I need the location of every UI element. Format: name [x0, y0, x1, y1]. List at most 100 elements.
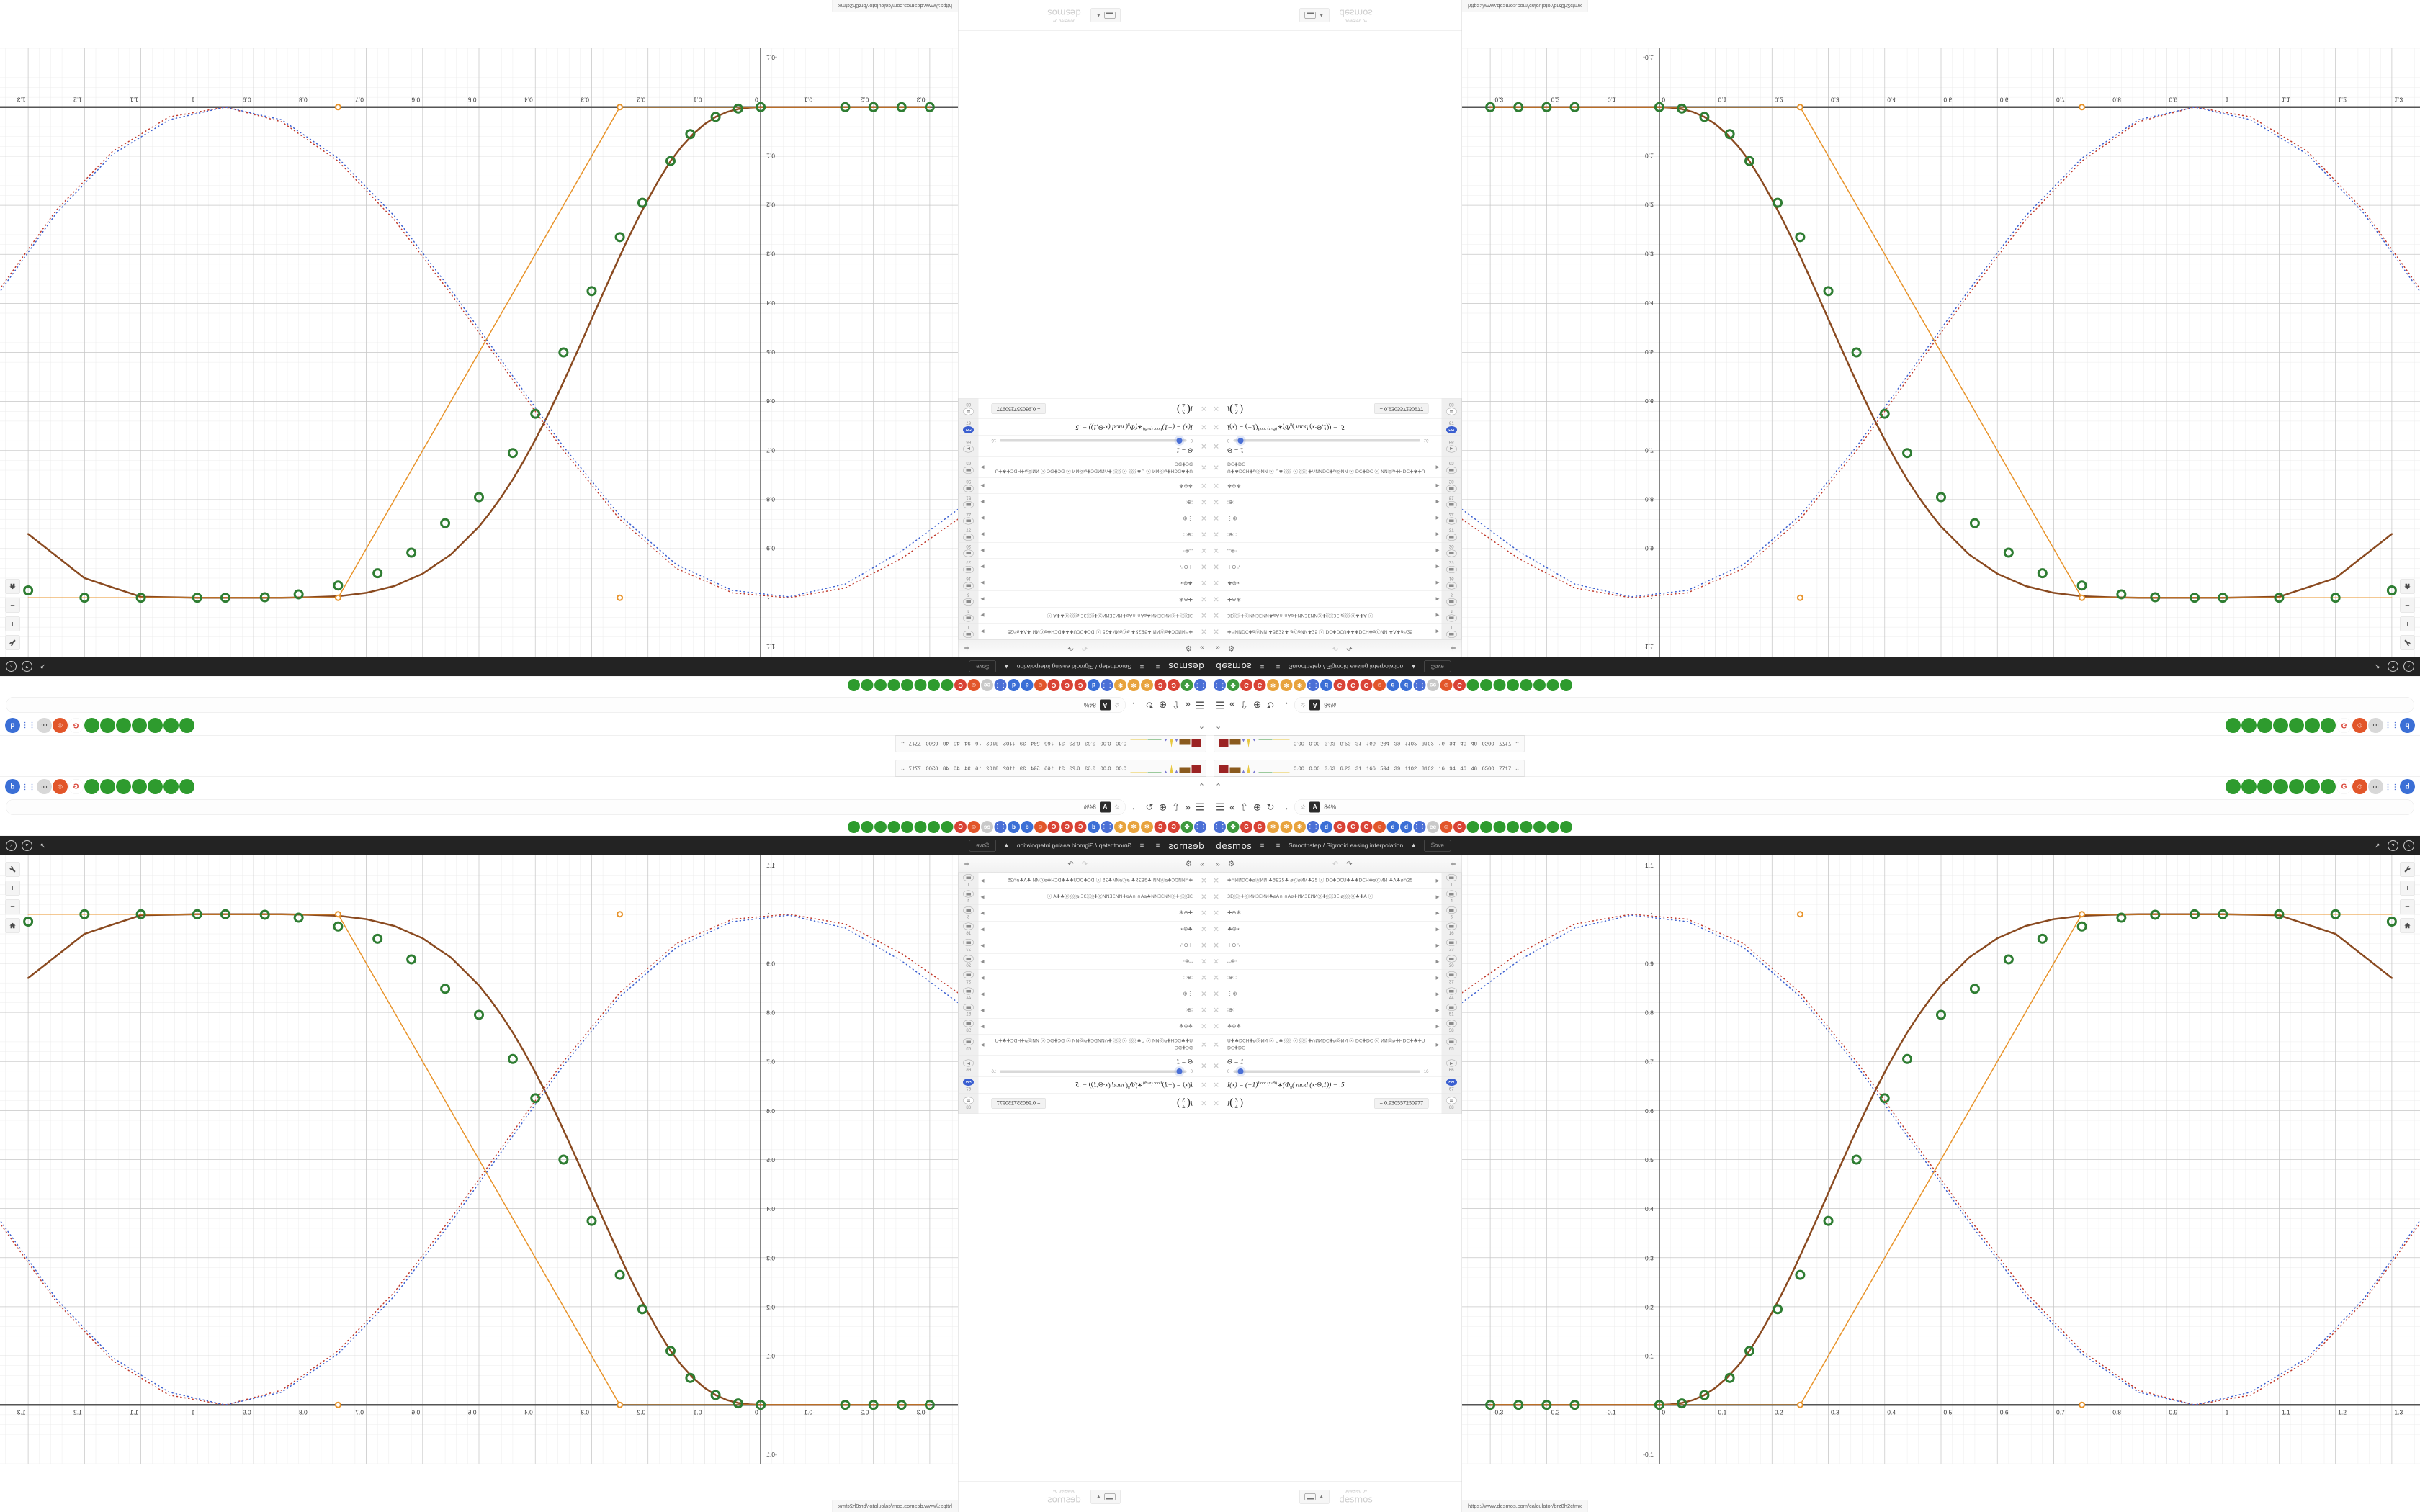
expression-content[interactable]: ∶⊕∶ — [987, 1002, 1198, 1018]
forward-icon[interactable]: → — [1130, 801, 1141, 813]
expand-panel-icon[interactable]: » — [1200, 644, 1204, 653]
data-point[interactable] — [868, 1400, 879, 1410]
keyboard-toggle-button[interactable]: ▲ — [1090, 8, 1121, 23]
slider-knob[interactable] — [1176, 1068, 1183, 1075]
expression-content[interactable]: ⋮⊕⋮ — [1222, 986, 1434, 1002]
bookmark-item[interactable]: ⋮⋮ — [1307, 820, 1319, 833]
delete-expression-icon[interactable]: ✕ — [1213, 892, 1219, 901]
bookmark-item[interactable] — [1480, 820, 1492, 833]
slider-control[interactable]: 0 16 — [992, 1068, 1193, 1075]
bookmark-star-icon[interactable]: ☆ — [1300, 804, 1307, 811]
expression-content[interactable]: ∶⊕∷ — [1222, 970, 1434, 986]
data-point[interactable] — [1699, 112, 1710, 122]
keyboard-toggle-button[interactable]: ▲ — [1299, 8, 1330, 23]
share-icon[interactable]: ↗ — [40, 662, 46, 670]
ext-icon-orange[interactable]: ☺ — [2352, 779, 2367, 794]
delete-expression-icon[interactable]: ✕ — [1213, 957, 1219, 966]
data-point[interactable] — [1485, 102, 1496, 112]
ext-icon-green[interactable] — [2321, 718, 2336, 733]
bookmark-item[interactable]: ⋮⋮ — [1413, 679, 1426, 692]
fraction-marker[interactable] — [963, 1097, 974, 1104]
bookmark-item[interactable]: ✤ — [1227, 679, 1240, 692]
slider-control[interactable]: 0 16 — [1227, 437, 1429, 444]
expression-row[interactable]: ✕ ✚⊕✻ ▶ 6 — [1210, 590, 1462, 607]
translate-icon[interactable]: A — [1099, 801, 1111, 813]
bookmark-item[interactable]: ☺ — [967, 679, 980, 692]
expand-row-icon[interactable]: ▶ — [1435, 1023, 1440, 1030]
language-globe-icon[interactable]: ♁ — [2403, 661, 2414, 672]
add-expression-button[interactable]: + — [964, 858, 970, 870]
save-button[interactable]: Save — [969, 660, 996, 672]
bookmark-item[interactable]: G — [1074, 679, 1087, 692]
chevron-down-icon[interactable]: ⌄ — [900, 764, 906, 772]
graph-settings-wrench-icon[interactable] — [2400, 635, 2415, 650]
expression-row[interactable]: ✕ ∶⊕∶ ▶ 51 — [1210, 493, 1462, 510]
expand-row-icon[interactable] — [979, 398, 987, 418]
slider-step-button[interactable]: ▶ — [1446, 445, 1457, 453]
data-point[interactable] — [23, 916, 34, 927]
ext-icon-green[interactable] — [2289, 718, 2304, 733]
endpoint-marker[interactable] — [617, 911, 624, 918]
bookmark-item[interactable]: G — [1061, 820, 1073, 833]
delete-expression-icon[interactable]: ✕ — [1201, 1061, 1207, 1071]
data-point[interactable] — [685, 1372, 696, 1383]
data-point[interactable] — [1654, 1400, 1664, 1410]
bookmark-item[interactable]: ⋮⋮ — [1101, 820, 1113, 833]
bookmark-item[interactable]: G — [1047, 679, 1060, 692]
language-globe-icon[interactable]: ♁ — [6, 661, 17, 672]
data-point[interactable] — [1744, 156, 1754, 166]
data-point[interactable] — [840, 102, 851, 112]
bookmark-item[interactable]: ☺ — [1373, 679, 1386, 692]
bookmark-item[interactable]: ✻ — [1294, 679, 1306, 692]
data-point[interactable] — [2386, 585, 2397, 596]
delete-expression-icon[interactable]: ✕ — [1201, 423, 1207, 431]
bookmark-item[interactable]: ⋮⋮ — [994, 679, 1007, 692]
expression-row[interactable]: ✕ ✚⊕✻ ▶ 6 — [958, 590, 1210, 607]
curve-color-swatch[interactable] — [1446, 1079, 1457, 1086]
expand-row-icon[interactable] — [1434, 1094, 1442, 1114]
bookmark-item[interactable] — [1507, 679, 1519, 692]
menu-icon[interactable]: ☰ — [1216, 699, 1225, 711]
bookmark-item[interactable]: G — [954, 679, 967, 692]
delete-expression-icon[interactable]: ✕ — [1213, 595, 1219, 603]
delete-expression-icon[interactable]: ✕ — [1201, 627, 1207, 636]
hamburger-icon[interactable]: ≡ — [1260, 842, 1265, 850]
bookmark-item[interactable]: ✻ — [1141, 820, 1153, 833]
curve-color-swatch[interactable] — [1446, 534, 1457, 541]
expression-row[interactable]: ✕ ∶⊕∷ ▶ 37 — [1210, 970, 1462, 986]
help-icon[interactable]: ? — [2388, 840, 2398, 851]
expression-content[interactable]: I(x) = (−1)floor (x·Θ)∗(Φ8( mod (x·Θ,1))… — [987, 1077, 1198, 1093]
ext-icon-green[interactable] — [2305, 779, 2320, 794]
list-icon[interactable]: ≡ — [1276, 662, 1281, 671]
graph-title[interactable]: Smoothstep / Sigmoid easing interpolatio… — [1288, 663, 1404, 670]
chevron-up-icon[interactable]: ▲ — [1003, 842, 1010, 850]
expression-content[interactable]: ✻⊕✻ — [987, 478, 1198, 494]
curve-color-swatch[interactable] — [1446, 566, 1457, 573]
expand-row-icon[interactable]: ▶ — [1435, 1042, 1440, 1048]
delete-expression-icon[interactable]: ✕ — [1201, 1099, 1207, 1108]
ext-icon-google[interactable]: G — [2336, 718, 2352, 733]
data-point[interactable] — [1879, 408, 1890, 419]
share-icon[interactable]: ↗ — [40, 842, 46, 850]
bookmark-item[interactable]: G — [1240, 820, 1252, 833]
graph-title[interactable]: Smoothstep / Sigmoid easing interpolatio… — [1288, 842, 1404, 850]
expand-row-icon[interactable]: ▶ — [1435, 1007, 1440, 1013]
expression-content[interactable]: I(3 4) = 0.930557250977 — [1222, 398, 1434, 418]
bookmark-item[interactable]: ☺ — [1034, 820, 1047, 833]
expression-content[interactable]: ✚∩ИИDC✚ø⓪ИИ ♣3Ε25♣ ø⓪øИИ♣25 ⓧ DC✚DCU✚♣✚D… — [1222, 624, 1434, 639]
expand-row-icon[interactable]: ▶ — [980, 926, 985, 932]
ext-icon-orange[interactable]: ☺ — [53, 779, 68, 794]
list-icon[interactable]: ≡ — [1139, 662, 1144, 671]
expression-row[interactable]: ✕ 3Ε░░✚⓪ИИ3ΕИИ♣øA∩ ∩Aø✚ИИ3ΕИИ⓪✚░░3Ε ø░░⓪♣… — [958, 607, 1210, 624]
address-bar[interactable]: ☆ A 84% — [1294, 799, 2414, 815]
bookmark-item[interactable]: G — [1253, 820, 1266, 833]
delete-expression-icon[interactable]: ✕ — [1201, 941, 1207, 950]
expression-content[interactable]: Θ = 1 0 16 — [1222, 1056, 1434, 1077]
bookmark-item[interactable]: ⋮⋮ — [1194, 820, 1206, 833]
delete-expression-icon[interactable]: ✕ — [1201, 957, 1207, 966]
expression-row[interactable]: ✕ ÷⊕∴ ▶ 23 — [958, 558, 1210, 575]
bookmark-item[interactable] — [928, 679, 940, 692]
delete-expression-icon[interactable]: ✕ — [1213, 498, 1219, 506]
expression-row[interactable]: ✕ ∶⊕∷ ▶ 37 — [958, 970, 1210, 986]
delete-expression-icon[interactable]: ✕ — [1213, 876, 1219, 885]
